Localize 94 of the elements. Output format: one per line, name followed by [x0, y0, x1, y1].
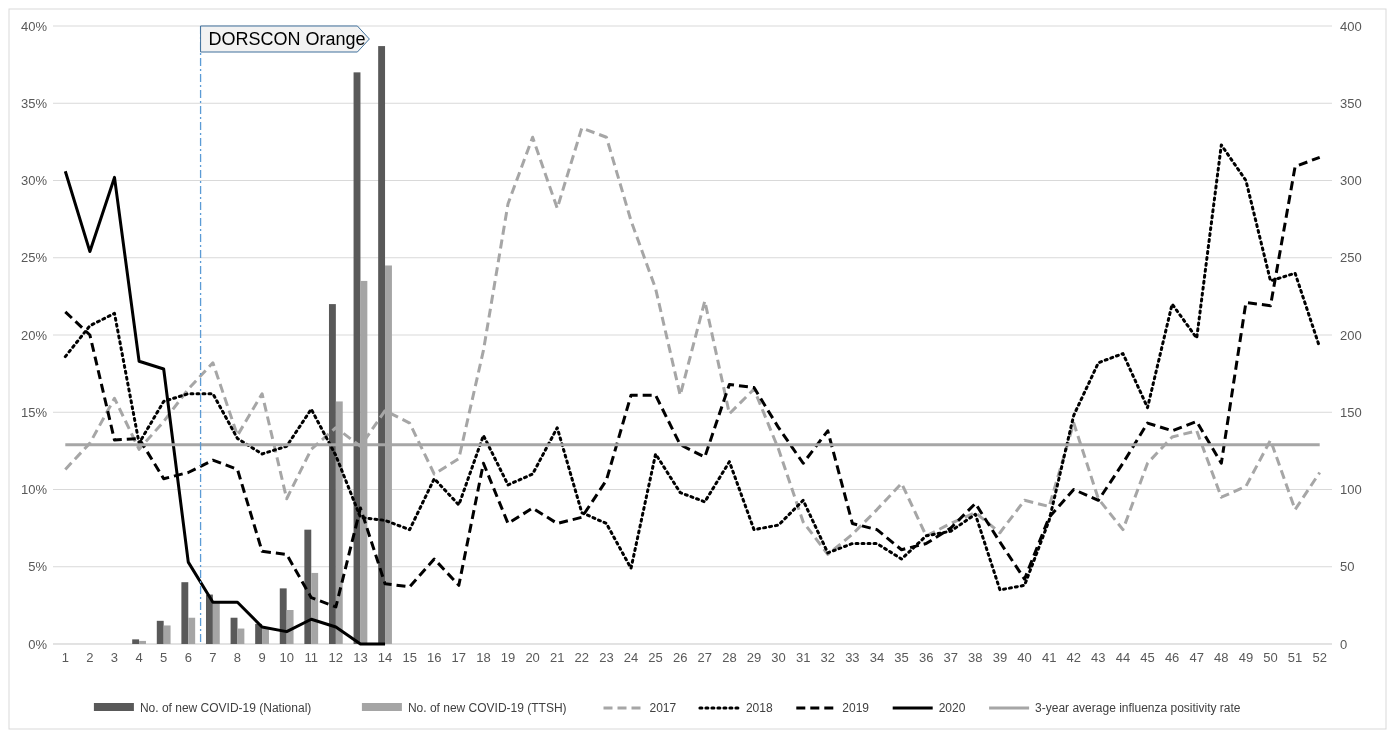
- bar: [255, 623, 263, 644]
- legend-label: 2020: [938, 701, 966, 716]
- y-tick-label: 30%: [20, 173, 48, 189]
- bar: [328, 304, 336, 644]
- x-tick-label: 1: [61, 650, 69, 665]
- y-tick-label: 0%: [28, 636, 48, 652]
- y-tick-label: 25%: [20, 250, 48, 266]
- x-tick-label: 32: [820, 650, 836, 665]
- x-tick-label: 39: [992, 650, 1008, 665]
- x-tick-label: 43: [1091, 650, 1106, 665]
- x-tick-label: 18: [476, 650, 491, 665]
- x-tick-label: 44: [1115, 650, 1131, 665]
- x-tick-label: 50: [1263, 650, 1278, 665]
- x-tick-label: 10: [279, 650, 294, 665]
- ref-line-label: DORSCON Orange: [208, 29, 366, 49]
- x-tick-label: 19: [500, 650, 516, 665]
- x-tick-label: 24: [623, 650, 639, 665]
- y2-tick-label: 100: [1340, 482, 1362, 498]
- x-tick-label: 20: [525, 650, 540, 665]
- x-tick-label: 6: [184, 650, 192, 665]
- bar: [132, 639, 140, 644]
- bar: [139, 640, 146, 644]
- bar: [156, 620, 164, 644]
- x-tick-label: 12: [328, 650, 344, 665]
- y2-tick-label: 150: [1340, 404, 1362, 420]
- x-tick-label: 15: [402, 650, 417, 665]
- x-tick-label: 25: [648, 650, 663, 665]
- x-tick-label: 17: [451, 650, 467, 665]
- y2-tick-label: 200: [1340, 327, 1362, 343]
- x-tick-label: 16: [427, 650, 442, 665]
- legend-label: 2017: [649, 701, 677, 716]
- x-tick-label: 3: [110, 650, 119, 665]
- x-tick-label: 36: [918, 650, 934, 665]
- x-tick-label: 5: [160, 650, 168, 665]
- x-tick-label: 46: [1164, 650, 1180, 665]
- x-tick-label: 49: [1238, 650, 1254, 665]
- y2-tick-label: 50: [1340, 559, 1355, 575]
- x-tick-label: 51: [1287, 650, 1303, 665]
- x-tick-label: 8: [233, 650, 242, 665]
- bar: [286, 610, 294, 644]
- y2-tick-label: 250: [1340, 250, 1362, 266]
- x-tick-label: 21: [549, 650, 565, 665]
- x-tick-label: 35: [894, 650, 909, 665]
- x-tick-label: 11: [304, 650, 319, 665]
- y-tick-label: 40%: [20, 18, 48, 34]
- x-tick-label: 33: [845, 650, 860, 665]
- x-tick-label: 45: [1140, 650, 1155, 665]
- x-tick-label: 34: [869, 650, 885, 665]
- bar: [311, 572, 319, 644]
- y-tick-label: 10%: [20, 482, 48, 498]
- y-tick-label: 15%: [20, 404, 48, 420]
- x-tick-label: 41: [1041, 650, 1057, 665]
- x-tick-label: 13: [353, 650, 368, 665]
- legend-label: 3-year average influenza positivity rate: [1035, 701, 1241, 716]
- x-tick-label: 14: [377, 650, 393, 665]
- legend-label: 2018: [745, 701, 773, 716]
- y-tick-label: 20%: [20, 327, 48, 343]
- bar: [212, 602, 220, 644]
- x-tick-label: 38: [968, 650, 983, 665]
- bar: [163, 625, 171, 644]
- x-tick-label: 48: [1214, 650, 1229, 665]
- x-tick-label: 22: [574, 650, 590, 665]
- x-tick-label: 2: [86, 650, 94, 665]
- y2-tick-label: 350: [1340, 95, 1362, 111]
- x-tick-label: 23: [599, 650, 614, 665]
- bar: [304, 529, 312, 644]
- y-tick-label: 35%: [20, 95, 48, 111]
- y-tick-label: 5%: [28, 559, 48, 575]
- legend-label: No. of new COVID-19 (TTSH): [407, 701, 567, 716]
- x-tick-label: 31: [795, 650, 811, 665]
- y2-tick-label: 300: [1340, 173, 1362, 189]
- x-tick-label: 29: [746, 650, 762, 665]
- x-tick-label: 37: [943, 650, 958, 665]
- legend-label: No. of new COVID-19 (National): [139, 701, 312, 716]
- bar: [378, 46, 386, 644]
- x-tick-label: 47: [1189, 650, 1204, 665]
- legend-label: 2019: [842, 701, 870, 716]
- x-tick-label: 9: [258, 650, 266, 665]
- x-tick-label: 42: [1066, 650, 1081, 665]
- bar: [188, 617, 196, 644]
- x-tick-label: 26: [672, 650, 688, 665]
- bar: [181, 582, 189, 644]
- x-tick-label: 27: [697, 650, 713, 665]
- y2-tick-label: 400: [1340, 18, 1362, 34]
- x-tick-label: 52: [1312, 650, 1327, 665]
- bar: [237, 628, 245, 644]
- x-tick-label: 4: [135, 650, 143, 665]
- x-tick-label: 7: [209, 650, 217, 665]
- bar: [279, 588, 287, 644]
- x-tick-label: 40: [1017, 650, 1032, 665]
- y2-tick-label: 0: [1340, 636, 1348, 652]
- x-tick-label: 28: [722, 650, 737, 665]
- bar: [205, 594, 213, 644]
- x-tick-label: 30: [771, 650, 786, 665]
